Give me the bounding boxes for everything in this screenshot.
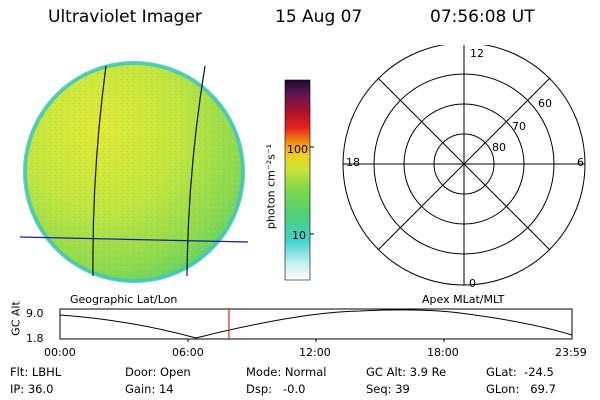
colorbar-unit-label: photon cm⁻²s⁻¹ [264, 143, 278, 230]
observation-time: 07:56:08 UT [430, 7, 535, 27]
status-glon: GLon: 69.7 [486, 382, 556, 396]
mlt-diagonal-2 [377, 77, 551, 251]
orbit-altitude-plot [59, 308, 573, 342]
uv-disk [23, 61, 245, 283]
mlt-label-6: 6 [577, 156, 584, 169]
geographic-grid [19, 65, 249, 277]
image-caption: Geographic Lat/Lon [70, 293, 178, 306]
orbit-plot-frame [59, 308, 573, 340]
status-gc-alt: GC Alt: 3.9 Re [366, 365, 447, 379]
orbit-y-tick-top: 9.0 [26, 307, 44, 320]
colorbar [284, 79, 314, 281]
status-gain: Gain: 14 [125, 382, 174, 396]
orbit-x-tick-4: 23:59 [555, 346, 587, 359]
orbit-y-tick-bottom: 1.8 [26, 332, 44, 345]
status-ip: IP: 36.0 [10, 382, 54, 396]
mlat-label-70: 70 [512, 120, 526, 133]
polar-caption: Apex MLat/MLT [422, 293, 505, 306]
orbit-y-axis-label: GC Alt [9, 301, 23, 336]
orbit-x-tick-1: 06:00 [172, 346, 204, 359]
orbit-altitude-curve [59, 309, 573, 339]
mlat-label-80: 80 [492, 141, 506, 154]
colorbar-tick-10: 10 [292, 229, 306, 242]
colorbar-scale [284, 79, 311, 281]
status-door: Door: Open [125, 365, 191, 379]
orbit-x-tick-2: 12:00 [299, 346, 331, 359]
instrument-title: Ultraviolet Imager [48, 7, 202, 27]
status-mode: Mode: Normal [246, 365, 327, 379]
status-glat: GLat: -24.5 [486, 365, 554, 379]
orbit-x-tick-0: 00:00 [44, 346, 76, 359]
mlt-label-0: 0 [469, 277, 476, 290]
colorbar-tick-100: 100 [287, 143, 308, 156]
orbit-x-tick-3: 18:00 [427, 346, 459, 359]
status-filter: Flt: LBHL [10, 365, 62, 379]
mlat-label-60: 60 [538, 97, 552, 110]
mlt-label-12: 12 [470, 47, 484, 60]
polar-plot [342, 45, 586, 286]
observation-date: 15 Aug 07 [275, 7, 363, 27]
status-dsp: Dsp: -0.0 [246, 382, 306, 396]
mlt-label-18: 18 [346, 156, 360, 169]
status-seq: Seq: 39 [366, 382, 410, 396]
